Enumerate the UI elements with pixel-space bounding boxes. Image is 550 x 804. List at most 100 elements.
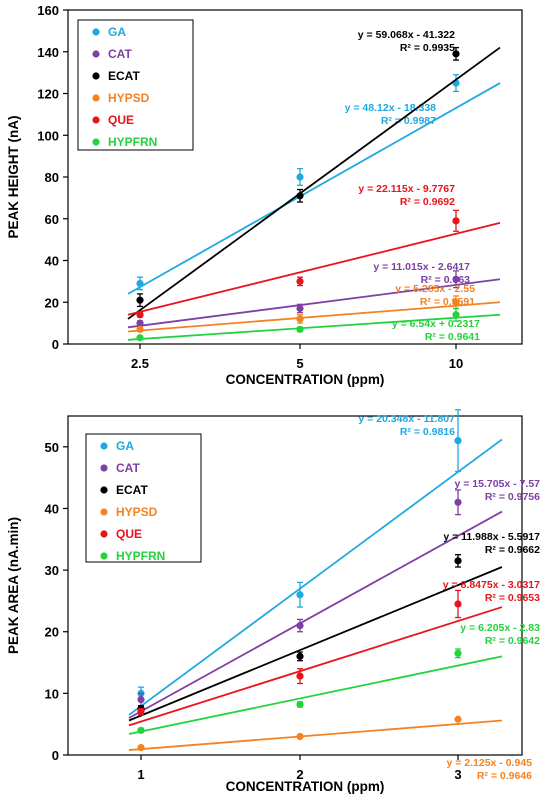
legend-label: HYPFRN — [108, 135, 157, 149]
r-squared-label: R² = 0.9646 — [477, 770, 532, 782]
data-point — [296, 700, 304, 709]
data-point — [296, 621, 304, 630]
legend-marker — [92, 72, 100, 80]
legend-marker — [100, 442, 108, 450]
data-point — [454, 437, 462, 445]
r-squared-label: R² = 0.9653 — [485, 592, 540, 604]
legend-marker — [92, 116, 100, 124]
r-squared-label: R² = 0.963 — [421, 274, 470, 286]
y-tick-label: 10 — [45, 686, 59, 701]
legend-marker — [92, 138, 100, 146]
data-point — [296, 325, 304, 333]
legend-label: GA — [108, 25, 126, 39]
data-point — [452, 298, 460, 306]
y-tick-label: 20 — [45, 625, 59, 640]
r-squared-label: R² = 0.9642 — [485, 635, 540, 647]
data-point — [136, 319, 144, 327]
trendline — [128, 566, 503, 722]
data-point — [454, 557, 462, 565]
y-tick-label: 0 — [52, 748, 59, 763]
trendline-equation: y = 15.705x - 7.57 — [454, 478, 540, 490]
legend-marker — [100, 552, 108, 560]
plot-frame — [67, 415, 523, 756]
trendline-equation: y = 2.125x - 0.945 — [446, 757, 532, 769]
trendline-equation: y = 59.068x - 41.322 — [358, 29, 455, 41]
x-tick-label: 2.5 — [131, 356, 149, 371]
legend-label: QUE — [108, 113, 134, 127]
y-tick-label: 20 — [45, 295, 59, 310]
y-tick-label: 40 — [45, 501, 59, 516]
trendline — [128, 438, 503, 716]
trendline — [128, 655, 503, 735]
peak-height-chart: 0 20 40 60 80 100 120 140 160 2.5 5 10 CONCENTRATION… — [6, 3, 523, 387]
y-axis-label: PEAK AREA (nA.min) — [6, 517, 21, 654]
legend-marker — [100, 486, 108, 494]
data-point — [296, 652, 304, 660]
y-axis-label: PEAK HEIGHT (nA) — [6, 116, 21, 239]
data-point — [137, 695, 145, 704]
legend-label: GA — [116, 439, 134, 453]
data-point — [296, 315, 304, 323]
legend: GA CAT ECAT HYPSD QUE HYPFRN — [85, 433, 202, 563]
y-tick-label: 0 — [52, 337, 59, 352]
data-point — [296, 173, 304, 181]
data-point — [454, 600, 462, 608]
legend-marker — [100, 530, 108, 538]
y-tick-label: 120 — [37, 87, 59, 102]
x-axis-label: CONCENTRATION (ppm) — [226, 372, 385, 387]
trendline-equation: y = 20.348x - 11.807 — [358, 413, 455, 425]
trendline — [127, 222, 501, 316]
data-point — [296, 277, 304, 285]
r-squared-label: R² = 0.9662 — [485, 544, 540, 556]
legend-marker — [92, 28, 100, 36]
y-tick-label: 40 — [45, 254, 59, 269]
trendline — [128, 606, 503, 727]
y-tick-label: 160 — [37, 3, 59, 18]
trendline — [127, 278, 501, 329]
data-point — [452, 275, 460, 283]
trendline — [127, 313, 501, 341]
legend-label: QUE — [116, 527, 142, 541]
legend-box — [77, 19, 194, 151]
trendline-equation: y = 6.205x - 2.83 — [460, 622, 540, 634]
y-tick-label: 80 — [45, 170, 59, 185]
data-point — [454, 498, 462, 506]
r-squared-label: R² = 0.9987 — [381, 115, 436, 127]
x-tick-label: 2 — [296, 767, 303, 782]
legend-box — [85, 433, 202, 563]
y-tick-label: 140 — [37, 45, 59, 60]
data-point — [296, 192, 304, 200]
r-squared-label: R² = 0.9692 — [400, 196, 455, 208]
r-squared-label: R² = 0.9641 — [425, 331, 480, 343]
data-point — [137, 708, 145, 716]
trendline — [127, 301, 501, 333]
y-tick-label: 30 — [45, 563, 59, 578]
legend-label: HYPSD — [116, 505, 158, 519]
data-point — [296, 672, 304, 680]
data-point — [136, 279, 144, 288]
trendline — [127, 46, 501, 320]
data-point — [452, 50, 460, 58]
x-tick-label: 5 — [296, 356, 303, 371]
trendline-equation: y = 11.988x - 5.5917 — [443, 531, 540, 543]
legend-marker — [92, 94, 100, 102]
legend: GA CAT ECAT HYPSD QUE HYPFRN — [77, 19, 194, 151]
data-point — [136, 311, 144, 319]
data-point — [137, 744, 145, 752]
trendline — [127, 82, 501, 295]
data-point — [454, 715, 462, 723]
r-squared-label: R² = 0.9816 — [400, 426, 455, 438]
legend-marker — [92, 50, 100, 58]
trendline-equation: y = 6.54x + 0.2317 — [392, 318, 480, 330]
